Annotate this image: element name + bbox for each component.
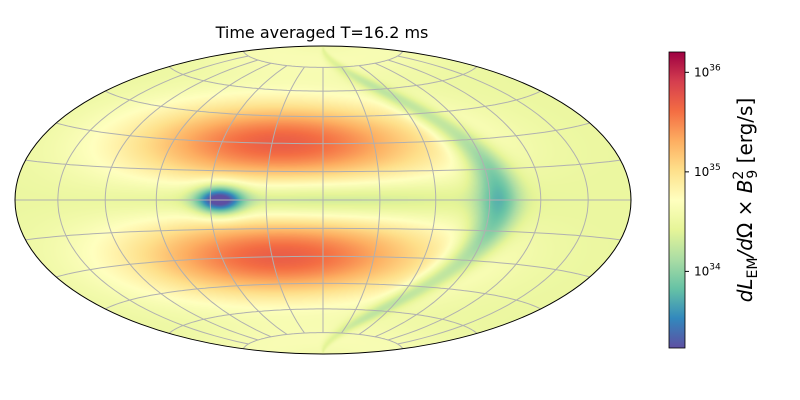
chart-title: Time averaged T=16.2 ms — [215, 23, 429, 42]
colorbar: 1034 1035 1036 dLEM/dΩ × B29 [erg/s] — [668, 51, 761, 349]
parallel-line — [242, 50, 404, 68]
colorbar-label: dLEM/dΩ × B29 [erg/s] — [731, 98, 761, 303]
colorbar-tick-label: 1036 — [694, 63, 721, 79]
parallel-line — [56, 122, 590, 145]
colorbar-gradient — [668, 51, 686, 349]
parallel-line — [104, 90, 542, 118]
parallel-line — [25, 227, 621, 241]
colorbar-tick-label: 1035 — [694, 163, 721, 179]
graticule — [15, 50, 631, 350]
map-boundary — [14, 45, 632, 355]
parallel-line — [242, 332, 404, 350]
sky-map — [14, 45, 632, 355]
parallel-line — [25, 159, 621, 173]
parallel-line — [168, 66, 478, 92]
parallel-line — [56, 255, 590, 278]
colorbar-tick-label: 1034 — [694, 262, 721, 278]
parallel-line — [168, 308, 478, 334]
parallel-line — [104, 282, 542, 310]
colorbar-ticks: 1034 1035 1036 — [685, 63, 721, 278]
